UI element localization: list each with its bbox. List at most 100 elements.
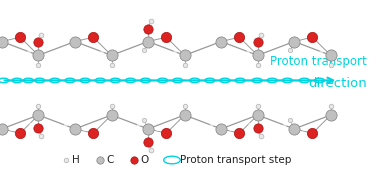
- Point: [72, 40, 78, 43]
- Point: [26, 110, 32, 112]
- Point: [36, 54, 42, 57]
- Point: [0, 40, 5, 43]
- Point: [291, 40, 297, 43]
- Text: H: H: [72, 155, 80, 165]
- Point: [218, 128, 224, 130]
- Point: [301, 32, 307, 35]
- Point: [32, 102, 38, 105]
- Point: [136, 36, 142, 39]
- Point: [141, 49, 147, 52]
- Point: [36, 114, 42, 116]
- Point: [284, 47, 290, 50]
- Point: [258, 33, 264, 36]
- Point: [82, 128, 88, 131]
- Point: [141, 119, 147, 122]
- Point: [287, 49, 293, 52]
- Point: [108, 104, 115, 107]
- Point: [36, 41, 42, 44]
- Point: [328, 104, 334, 107]
- Point: [138, 137, 144, 140]
- Point: [108, 63, 115, 66]
- Point: [310, 36, 316, 39]
- Point: [144, 147, 150, 149]
- Point: [155, 32, 161, 35]
- Point: [97, 159, 103, 161]
- Point: [254, 133, 260, 135]
- Point: [301, 128, 307, 131]
- Point: [258, 134, 264, 137]
- Point: [255, 63, 261, 66]
- Point: [247, 38, 253, 40]
- Point: [34, 31, 40, 34]
- Point: [172, 110, 178, 112]
- Point: [28, 123, 34, 126]
- Point: [319, 110, 325, 112]
- Point: [209, 123, 215, 126]
- Point: [328, 63, 334, 66]
- Point: [145, 27, 151, 30]
- Point: [0, 128, 5, 130]
- Point: [255, 114, 261, 116]
- Point: [228, 32, 234, 35]
- Point: [26, 50, 32, 53]
- Point: [138, 47, 144, 50]
- Point: [63, 159, 69, 161]
- Text: O: O: [141, 155, 149, 165]
- Point: [32, 62, 38, 65]
- Point: [245, 50, 251, 53]
- Point: [63, 36, 69, 39]
- Point: [36, 127, 42, 129]
- Point: [145, 128, 151, 130]
- Point: [148, 148, 154, 151]
- Point: [172, 50, 178, 53]
- Point: [178, 102, 184, 105]
- Point: [155, 128, 161, 131]
- Point: [181, 54, 187, 57]
- Point: [209, 36, 215, 39]
- Point: [36, 104, 42, 107]
- Point: [328, 54, 334, 57]
- Point: [82, 32, 88, 35]
- Point: [251, 62, 257, 65]
- Point: [178, 62, 184, 65]
- Point: [228, 128, 234, 131]
- Point: [218, 40, 224, 43]
- Point: [138, 24, 144, 26]
- Point: [39, 134, 45, 137]
- Point: [284, 117, 290, 120]
- Point: [324, 62, 330, 65]
- Point: [163, 36, 169, 39]
- Point: [105, 62, 111, 65]
- Point: [163, 132, 169, 135]
- Point: [236, 36, 242, 39]
- Point: [99, 50, 105, 53]
- Point: [181, 114, 187, 116]
- Point: [251, 102, 257, 105]
- Point: [17, 132, 23, 135]
- Point: [99, 110, 105, 112]
- Point: [39, 33, 45, 36]
- Point: [287, 119, 293, 122]
- Point: [108, 54, 115, 57]
- Point: [310, 132, 316, 135]
- Point: [291, 128, 297, 130]
- Point: [255, 104, 261, 107]
- Point: [108, 114, 115, 116]
- Text: Proton transport: Proton transport: [270, 55, 367, 68]
- Point: [282, 123, 288, 126]
- Point: [181, 104, 187, 107]
- Text: direction: direction: [308, 77, 367, 90]
- Point: [144, 18, 150, 20]
- Text: C: C: [107, 155, 114, 165]
- Point: [145, 140, 151, 143]
- Point: [36, 63, 42, 66]
- Point: [245, 110, 251, 112]
- Point: [255, 54, 261, 57]
- Point: [282, 36, 288, 39]
- Point: [145, 40, 151, 43]
- Point: [105, 102, 111, 105]
- Point: [90, 36, 96, 39]
- Text: Proton transport step: Proton transport step: [180, 155, 291, 165]
- Point: [324, 102, 330, 105]
- Point: [328, 114, 334, 116]
